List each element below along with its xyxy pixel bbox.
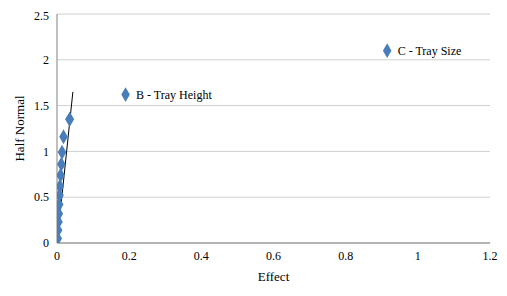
svg-text:0.2: 0.2: [122, 249, 137, 263]
svg-text:1.2: 1.2: [483, 249, 498, 263]
svg-text:1: 1: [415, 249, 421, 263]
svg-text:B - Tray Height: B - Tray Height: [136, 88, 212, 102]
svg-text:2: 2: [43, 53, 49, 67]
svg-text:C - Tray Size: C - Tray Size: [398, 44, 462, 58]
svg-text:0.5: 0.5: [34, 190, 49, 204]
svg-text:1: 1: [43, 145, 49, 159]
svg-text:0.4: 0.4: [194, 249, 209, 263]
svg-text:Half Normal: Half Normal: [12, 95, 27, 161]
svg-text:Effect: Effect: [258, 269, 290, 284]
svg-text:0.6: 0.6: [266, 249, 281, 263]
svg-text:0: 0: [43, 236, 49, 250]
svg-text:0: 0: [54, 249, 60, 263]
svg-text:2.5: 2.5: [34, 9, 49, 23]
svg-text:1.5: 1.5: [34, 99, 49, 113]
svg-text:0.8: 0.8: [338, 249, 353, 263]
